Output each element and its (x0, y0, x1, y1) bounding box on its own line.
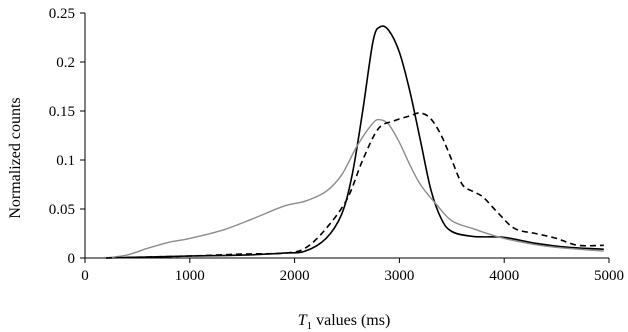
y-tick-label: 0.05 (49, 202, 75, 218)
x-tick-label: 3000 (384, 268, 414, 284)
x-tick-label: 2000 (280, 268, 310, 284)
x-axis-label: T1 values (ms) (298, 312, 391, 332)
y-tick-label: 0 (68, 251, 76, 267)
x-tick-label: 1000 (175, 268, 205, 284)
x-axis-label-text: values (ms) (312, 312, 390, 329)
x-axis-label-symbol: T (298, 312, 308, 329)
y-axis-label: Normalized counts (7, 97, 24, 218)
y-tick-label: 0.15 (49, 104, 75, 120)
x-tick-label: 5000 (594, 268, 624, 284)
series-group (105, 25, 604, 259)
y-tick-label: 0.1 (56, 153, 75, 169)
y-tick-label: 0.2 (56, 55, 75, 71)
x-axis-label-subscript: 1 (307, 320, 313, 332)
x-tick-label: 0 (81, 268, 89, 284)
series-line-dashed-black (105, 112, 604, 259)
axis-ticks: 0 1000 2000 3000 4000 5000 0 0.05 0.1 0.15 0.2 0.25 (49, 6, 624, 284)
x-tick-label: 4000 (489, 268, 519, 284)
y-tick-label: 0.25 (49, 6, 75, 22)
series-line-solid-gray (105, 118, 604, 259)
series-line-solid-black (105, 25, 604, 259)
